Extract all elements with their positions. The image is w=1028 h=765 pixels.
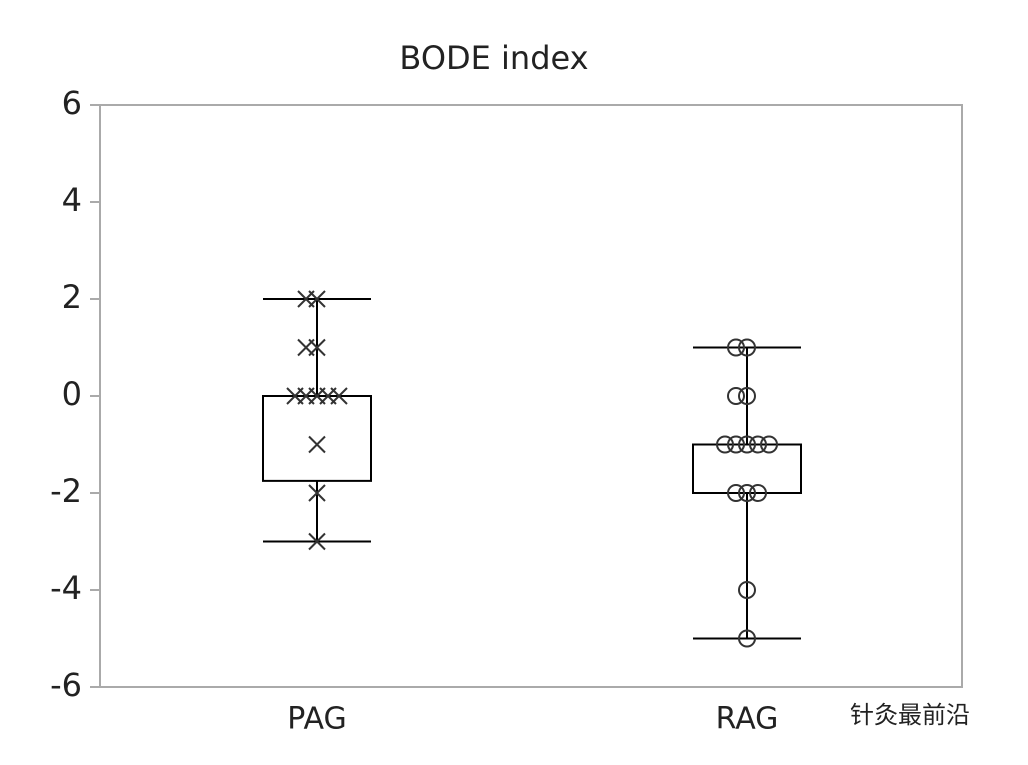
point — [738, 581, 756, 599]
y-tick-label: 0 — [62, 375, 82, 413]
point — [738, 338, 756, 357]
point — [297, 290, 315, 308]
point — [727, 338, 745, 357]
point — [738, 629, 756, 648]
point — [727, 484, 745, 502]
y-tick-label: 4 — [62, 181, 82, 219]
point — [297, 338, 315, 357]
point — [749, 435, 767, 454]
x-tick-label: PAG — [287, 702, 346, 737]
point — [308, 435, 326, 454]
point — [760, 435, 778, 454]
point — [308, 532, 326, 551]
y-tick-label: -4 — [50, 569, 82, 607]
point — [738, 387, 756, 405]
chart-title: BODE index — [399, 39, 588, 77]
point — [727, 387, 745, 405]
point — [727, 435, 745, 454]
plot-frame — [99, 104, 963, 688]
point — [738, 484, 756, 502]
y-tick-label: -2 — [50, 472, 82, 510]
point — [749, 484, 767, 502]
x-tick-label: RAG — [716, 702, 779, 737]
watermark: 针灸最前沿 — [850, 701, 970, 729]
point — [330, 387, 348, 405]
point — [716, 435, 734, 454]
point — [308, 484, 326, 502]
box — [262, 395, 372, 482]
point — [286, 387, 304, 405]
y-tick-label: 6 — [62, 84, 82, 122]
y-tick-label: -6 — [50, 666, 82, 704]
y-tick-label: 2 — [62, 278, 82, 316]
point — [738, 435, 756, 454]
